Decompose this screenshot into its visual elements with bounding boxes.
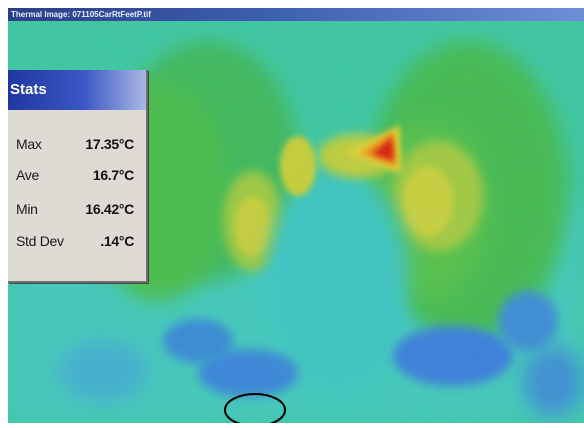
bottom-border bbox=[0, 423, 584, 428]
stat-label-ave: Ave bbox=[16, 167, 39, 183]
stats-title: Stats bbox=[10, 81, 47, 98]
stat-row-ave: Ave 16.7°C bbox=[8, 167, 146, 189]
stat-value-min: 16.42°C bbox=[85, 201, 134, 217]
title-bar[interactable]: Thermal Image: 071105CarRtFeetP.tif bbox=[8, 8, 584, 21]
stats-panel[interactable]: Stats Max 17.35°C Ave 16.7°C Min 16.42°C… bbox=[8, 70, 148, 283]
stat-label-min: Min bbox=[16, 201, 38, 217]
window-title: Thermal Image: 071105CarRtFeetP.tif bbox=[11, 10, 151, 19]
stat-row-std-dev: Std Dev .14°C bbox=[8, 233, 146, 255]
stat-label-std-dev: Std Dev bbox=[16, 233, 64, 249]
stat-value-std-dev: .14°C bbox=[100, 233, 134, 249]
stat-value-max: 17.35°C bbox=[85, 136, 134, 152]
stat-row-min: Min 16.42°C bbox=[8, 201, 146, 223]
marker-ellipse bbox=[224, 393, 286, 423]
stat-value-ave: 16.7°C bbox=[92, 167, 134, 183]
stat-row-max: Max 17.35°C bbox=[8, 136, 146, 158]
stat-label-max: Max bbox=[16, 136, 42, 152]
stats-header[interactable]: Stats bbox=[8, 70, 146, 110]
